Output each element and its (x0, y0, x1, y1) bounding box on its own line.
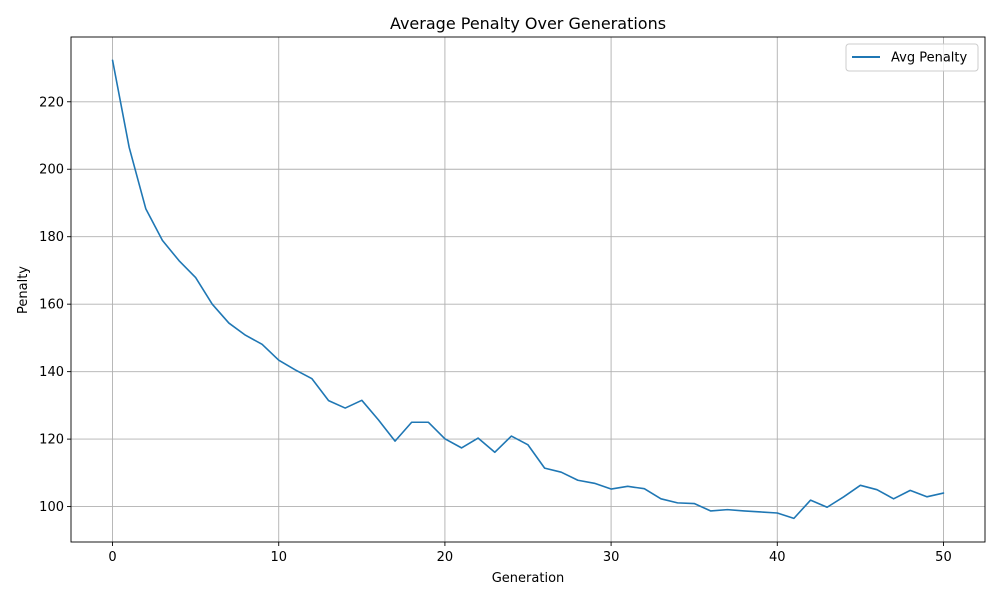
x-tick-label: 50 (935, 550, 952, 565)
x-tick-label: 10 (270, 550, 287, 565)
chart-title: Average Penalty Over Generations (390, 14, 666, 33)
x-tick-label: 40 (769, 550, 786, 565)
y-tick-label: 200 (39, 163, 64, 178)
series-layer (111, 59, 945, 520)
plot-frame (70, 36, 986, 543)
legend-box (845, 43, 979, 72)
axis-ticks: 0 10 20 30 40 50 100 120 140 160 180 200 220 (39, 95, 952, 565)
y-tick-label: 220 (39, 95, 64, 110)
y-tick-label: 180 (39, 230, 64, 245)
legend: Avg Penalty (845, 43, 979, 72)
x-tick-label: 30 (603, 550, 620, 565)
x-tick-label: 20 (437, 550, 454, 565)
x-tick-label: 0 (108, 550, 116, 565)
x-axis-label: Generation (492, 571, 565, 586)
legend-label: Avg Penalty (891, 51, 967, 66)
series-line (111, 59, 945, 520)
y-axis-label: Penalty (16, 266, 31, 314)
y-tick-label: 120 (39, 433, 64, 448)
y-tick-label: 160 (39, 298, 64, 313)
y-tick-label: 100 (39, 500, 64, 515)
grid (71, 37, 985, 542)
y-tick-label: 140 (39, 365, 64, 380)
